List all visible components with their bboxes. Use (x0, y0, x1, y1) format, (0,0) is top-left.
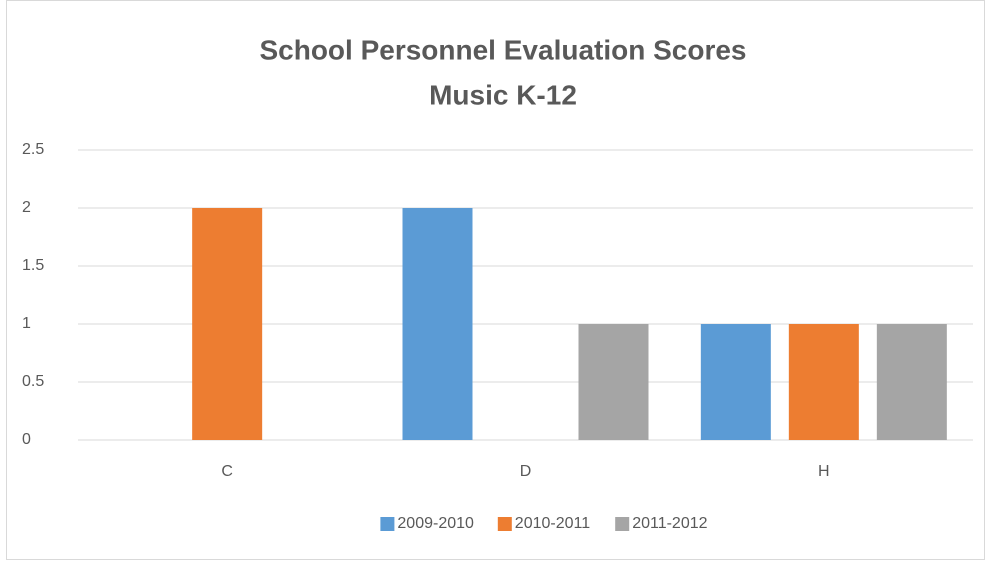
legend-swatch (497, 517, 512, 531)
bar (876, 324, 947, 440)
y-tick-label: 2 (22, 199, 31, 216)
y-tick-label: 2.5 (22, 141, 44, 158)
legend-swatch (615, 517, 630, 531)
legend-label: 2009-2010 (397, 515, 474, 532)
bar (788, 324, 859, 440)
bar (402, 208, 473, 440)
chart-border (6, 0, 985, 560)
legend-label: 2010-2011 (515, 515, 590, 532)
legend-label: 2011-2012 (632, 515, 707, 532)
bar (192, 208, 263, 440)
bar (700, 324, 771, 440)
y-tick-label: 0.5 (22, 373, 44, 390)
x-tick-label: C (221, 463, 233, 480)
x-tick-label: H (818, 463, 830, 480)
chart-title: School Personnel Evaluation Scores (259, 34, 746, 65)
y-tick-label: 1 (22, 315, 31, 332)
x-tick-label: D (520, 463, 532, 480)
chart-title: Music K-12 (429, 79, 577, 110)
bar (578, 324, 649, 440)
y-tick-label: 0 (22, 431, 31, 448)
y-tick-label: 1.5 (22, 257, 44, 274)
legend-swatch (380, 517, 395, 531)
